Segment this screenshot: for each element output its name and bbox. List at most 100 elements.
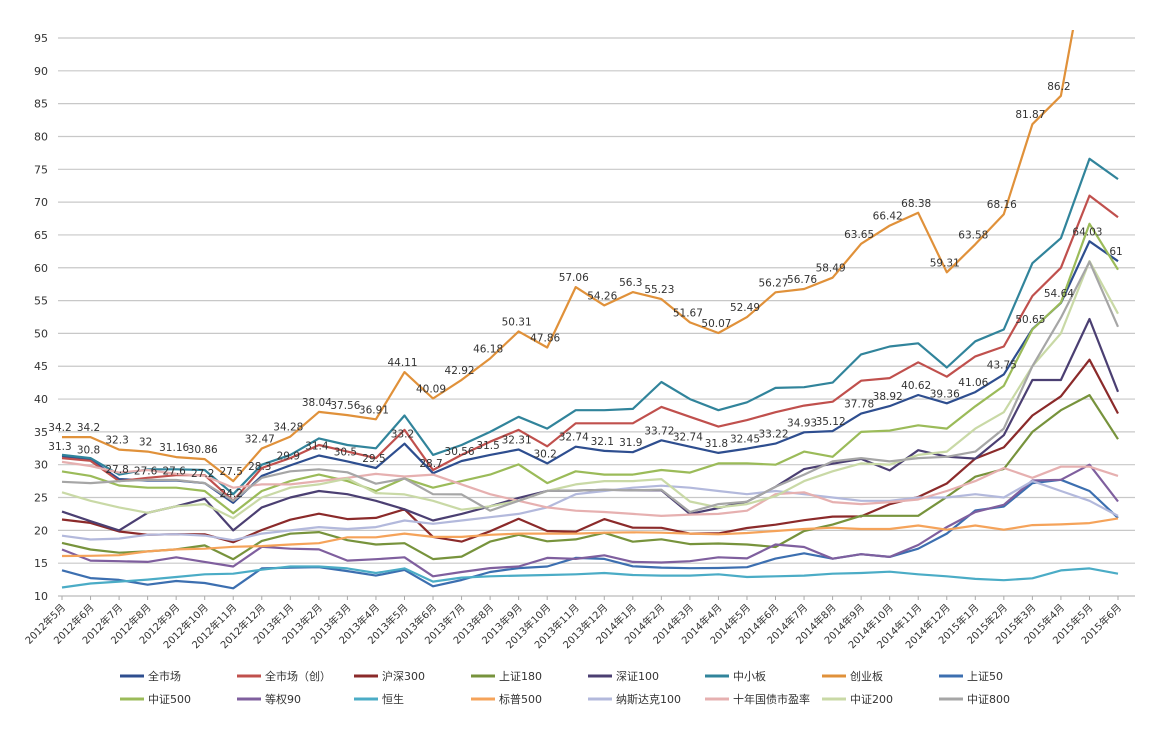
data-label: 31.8 (705, 438, 728, 450)
y-tick-label: 65 (34, 229, 48, 242)
y-tick-label: 15 (34, 557, 48, 570)
data-label: 44.11 (387, 357, 417, 369)
legend-label: 等权90 (265, 692, 301, 706)
data-label: 33.2 (391, 429, 414, 441)
data-label: 55.23 (644, 284, 674, 296)
series-line-14 (61, 260, 1119, 520)
data-label: 29.5 (362, 453, 385, 465)
y-tick-label: 90 (34, 65, 48, 78)
y-tick-label: 10 (34, 590, 48, 603)
series-line-12 (61, 480, 1119, 542)
data-label: 33.72 (644, 425, 674, 437)
data-label: 32.47 (245, 433, 275, 445)
data-label: 32.74 (673, 432, 703, 444)
data-label: 51.67 (673, 307, 703, 319)
data-label: 31.4 (305, 441, 329, 453)
legend-item: 全市场（创） (237, 669, 331, 683)
legend-label: 纳斯达克100 (616, 693, 681, 706)
series-line-15 (61, 260, 1120, 514)
legend-item: 中证800 (939, 693, 1010, 706)
series-line-8 (61, 222, 1119, 515)
series-line-13 (61, 460, 1119, 518)
series-lines (61, 30, 1120, 590)
data-label: 24.2 (220, 488, 243, 500)
data-label: 43.75 (987, 359, 1017, 371)
data-label: 28.3 (248, 461, 271, 473)
legend-label: 中小板 (733, 669, 766, 683)
data-label: 37.78 (844, 399, 874, 411)
data-label: 34.2 (77, 422, 100, 434)
data-label: 40.09 (416, 383, 446, 395)
data-label: 34.93 (787, 417, 817, 429)
y-tick-label: 50 (34, 327, 48, 340)
data-label: 81.87 (1015, 109, 1045, 121)
series-line-11 (61, 517, 1119, 558)
x-axis: 2012年5月2012年6月2012年7月2012年8月2012年9月2012年… (22, 596, 1124, 651)
data-label: 40.62 (901, 380, 931, 392)
data-label: 27.5 (220, 466, 243, 478)
data-label: 50.07 (701, 318, 731, 330)
data-label: 66.42 (873, 211, 903, 223)
legend-item: 十年国债市盈率 (705, 692, 810, 706)
legend-label: 上证180 (499, 670, 542, 683)
legend-item: 全市场 (120, 669, 181, 683)
data-label: 56.76 (787, 274, 817, 286)
data-label: 46.18 (473, 343, 503, 355)
data-label: 59.31 (930, 257, 960, 269)
legend-label: 创业板 (850, 669, 883, 683)
series-line-10 (61, 565, 1119, 589)
data-label: 32.74 (559, 432, 589, 444)
legend-item: 中证200 (822, 693, 893, 706)
data-label: 36.91 (359, 404, 389, 416)
data-label: 38.92 (873, 391, 903, 403)
data-label: 37.56 (330, 400, 360, 412)
y-tick-label: 45 (34, 360, 48, 373)
legend-item: 上证180 (471, 670, 542, 683)
legend-label: 上证50 (967, 670, 1003, 683)
data-label: 54.64 (1044, 288, 1074, 300)
legend-item: 沪深300 (354, 669, 425, 683)
legend-label: 中证500 (148, 693, 191, 706)
legend-label: 十年国债市盈率 (733, 692, 810, 706)
data-label: 56.27 (758, 277, 788, 289)
y-tick-label: 85 (34, 98, 48, 111)
data-label: 33.22 (758, 429, 788, 441)
data-label: 58.49 (816, 263, 846, 275)
legend-item: 中证500 (120, 693, 191, 706)
data-label: 52.49 (730, 302, 760, 314)
data-label: 63.58 (958, 229, 988, 241)
data-label: 30.8 (77, 444, 100, 456)
data-label: 31.5 (476, 440, 499, 452)
y-tick-label: 20 (34, 524, 48, 537)
y-tick-label: 25 (34, 492, 48, 505)
data-label: 30.5 (334, 446, 357, 458)
data-label: 34.2 (48, 422, 71, 434)
data-label: 38.04 (302, 397, 332, 409)
series-line-1 (61, 194, 1119, 502)
data-label: 56.3 (619, 277, 642, 289)
y-tick-label: 35 (34, 426, 48, 439)
data-label: 39.36 (930, 388, 960, 400)
data-label: 32 (139, 437, 152, 449)
y-axis: 10 15 20 25 30 35 40 45 50 55 60 65 70 75 80 85 90 95 (34, 32, 48, 603)
legend-item: 深证100 (588, 670, 659, 683)
data-label: 42.92 (445, 365, 475, 377)
data-label: 30.2 (533, 448, 556, 460)
data-label: 47.86 (530, 332, 560, 344)
data-label: 30.86 (188, 444, 218, 456)
legend-label: 沪深300 (382, 669, 425, 683)
legend-item: 创业板 (822, 669, 883, 683)
legend-label: 深证100 (616, 670, 659, 683)
data-label: 31.9 (619, 437, 642, 449)
data-label: 50.31 (502, 316, 532, 328)
legend: 全市场 全市场（创） 沪深300 上证180 深证100 中小板 创业板 上证50 中证500 等… (120, 669, 1010, 706)
data-labels: 31.3 30.8 27.8 27.6 27.6 27.2 24.2 28.3 29.9 31.4… (48, 81, 1122, 500)
data-label: 50.65 (1015, 314, 1045, 326)
data-label: 27.2 (191, 468, 214, 480)
series-line-6 (62, 30, 1075, 483)
data-label: 35.12 (816, 416, 846, 428)
y-tick-label: 70 (34, 196, 48, 209)
data-label: 27.6 (134, 465, 158, 477)
data-label: 32.45 (730, 434, 760, 446)
